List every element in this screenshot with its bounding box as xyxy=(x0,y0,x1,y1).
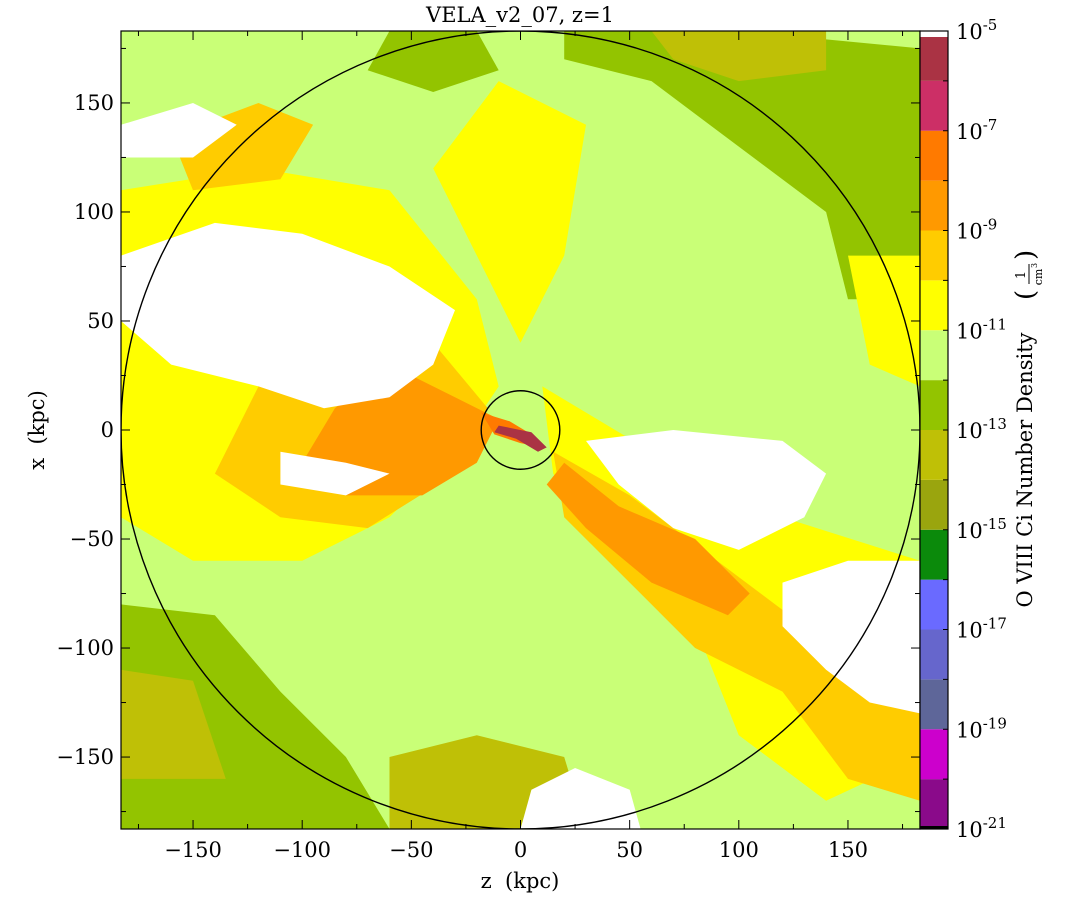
colorbar-tick-exponent: -9 xyxy=(983,216,998,234)
y-tick-label: −100 xyxy=(56,636,114,660)
empty-region-22 xyxy=(586,430,827,550)
density-region-18 xyxy=(494,425,547,452)
colorbar-bin xyxy=(920,579,948,630)
colorbar-tick-exponent: -21 xyxy=(983,814,1007,832)
density-region-4 xyxy=(367,31,499,92)
colorbar-bin xyxy=(920,130,948,181)
radius-circles xyxy=(121,31,920,829)
x-tick-label: −100 xyxy=(273,838,331,862)
colorbar-bin xyxy=(920,430,948,480)
colorbar-bottom-end xyxy=(920,826,948,829)
x-tick-label: 150 xyxy=(828,838,868,862)
colorbar-tick-label: 10-9 xyxy=(956,216,997,244)
colorbar-bin xyxy=(920,679,948,730)
density-region-16 xyxy=(546,462,750,616)
density-region-5 xyxy=(651,31,827,82)
empty-region-21 xyxy=(280,451,390,496)
density-region-11 xyxy=(848,255,920,387)
colorbar-bin xyxy=(920,31,948,81)
colorbar-tick-exponent: -15 xyxy=(983,515,1007,533)
colorbar-tick-exponent: -11 xyxy=(983,315,1007,333)
chart-title: VELA_v2_07, z=1 xyxy=(425,3,614,27)
empty-region-19 xyxy=(121,222,455,409)
colorbar-bin xyxy=(920,729,948,780)
colorbar-bin xyxy=(920,629,948,680)
colorbar-tick-label: 10-17 xyxy=(956,615,1007,643)
colorbar xyxy=(920,31,948,829)
colorbar-tick-exponent: -7 xyxy=(983,116,998,134)
empty-region-24 xyxy=(520,768,641,829)
colorbar-bin xyxy=(920,779,948,829)
colorbar-unit-numerator: 1 xyxy=(1014,271,1029,279)
y-tick-label: −150 xyxy=(56,745,114,769)
colorbar-tick-label: 10-5 xyxy=(956,16,997,44)
x-tick-label: −150 xyxy=(164,838,222,862)
y-tick-label: 100 xyxy=(74,200,114,224)
colorbar-tick-label: 10-21 xyxy=(956,814,1007,842)
density-region-1 xyxy=(564,31,920,300)
colorbar-bin xyxy=(920,180,948,231)
x-tick-label: 50 xyxy=(616,838,643,862)
y-axis-ticks: 150 100 50 0 −50 −100 −150 xyxy=(56,47,920,813)
colorbar-tick-label: 10-11 xyxy=(956,315,1007,343)
x-tick-label: 0 xyxy=(514,838,527,862)
colorbar-ticks: 10-5 10-7 10-9 10-11 10-13 10-15 10-17 10-19 10-… xyxy=(943,16,1007,842)
density-region-10 xyxy=(433,81,586,343)
colorbar-tick-label: 10-15 xyxy=(956,515,1007,543)
colorbar-tick-label: 10-7 xyxy=(956,116,997,144)
colorbar-tick-label: 10-13 xyxy=(956,415,1007,443)
x-axis-label: z (kpc) xyxy=(481,869,560,893)
y-tick-label: 0 xyxy=(101,418,114,442)
colorbar-bin xyxy=(920,529,948,580)
colorbar-tick-exponent: -19 xyxy=(983,714,1007,732)
colorbar-bin xyxy=(920,479,948,530)
y-axis-label: x (kpc) xyxy=(25,390,49,470)
empty-region-20 xyxy=(121,103,237,158)
x-tick-label: −50 xyxy=(389,838,433,862)
colorbar-bin xyxy=(920,280,948,331)
colorbar-top-end xyxy=(920,31,948,37)
y-tick-label: −50 xyxy=(70,527,114,551)
inner-radius-circle xyxy=(480,390,561,470)
colorbar-bin xyxy=(920,330,948,381)
colorbar-tick-exponent: -5 xyxy=(983,16,998,34)
colorbar-bin xyxy=(920,230,948,281)
colorbar-label-main: O VIII Ci Number Density xyxy=(1013,332,1037,607)
colorbar-unit-close-paren: ) xyxy=(1011,250,1041,260)
colorbar-unit-denominator: cm xyxy=(1032,268,1045,285)
colorbar-bin xyxy=(920,80,948,131)
y-tick-label: 150 xyxy=(74,91,114,115)
density-region-6 xyxy=(121,669,226,779)
x-tick-label: 100 xyxy=(719,838,759,862)
colorbar-tick-exponent: -17 xyxy=(983,615,1007,633)
colorbar-tick-label: 10-19 xyxy=(956,714,1007,742)
colorbar-tick-exponent: -13 xyxy=(983,415,1007,433)
x-axis-ticks: −150 −100 −50 0 50 100 150 xyxy=(137,31,904,862)
colorbar-label: O VIII Ci Number Density ( 1 cm 3 ) xyxy=(1011,250,1045,608)
colorbar-unit-exponent: 3 xyxy=(1030,263,1039,268)
density-map xyxy=(121,31,920,829)
colorbar-bin xyxy=(920,380,948,430)
colorbar-unit-open-paren: ( xyxy=(1011,290,1041,300)
y-tick-label: 50 xyxy=(87,309,114,333)
empty-region-23 xyxy=(782,560,920,714)
